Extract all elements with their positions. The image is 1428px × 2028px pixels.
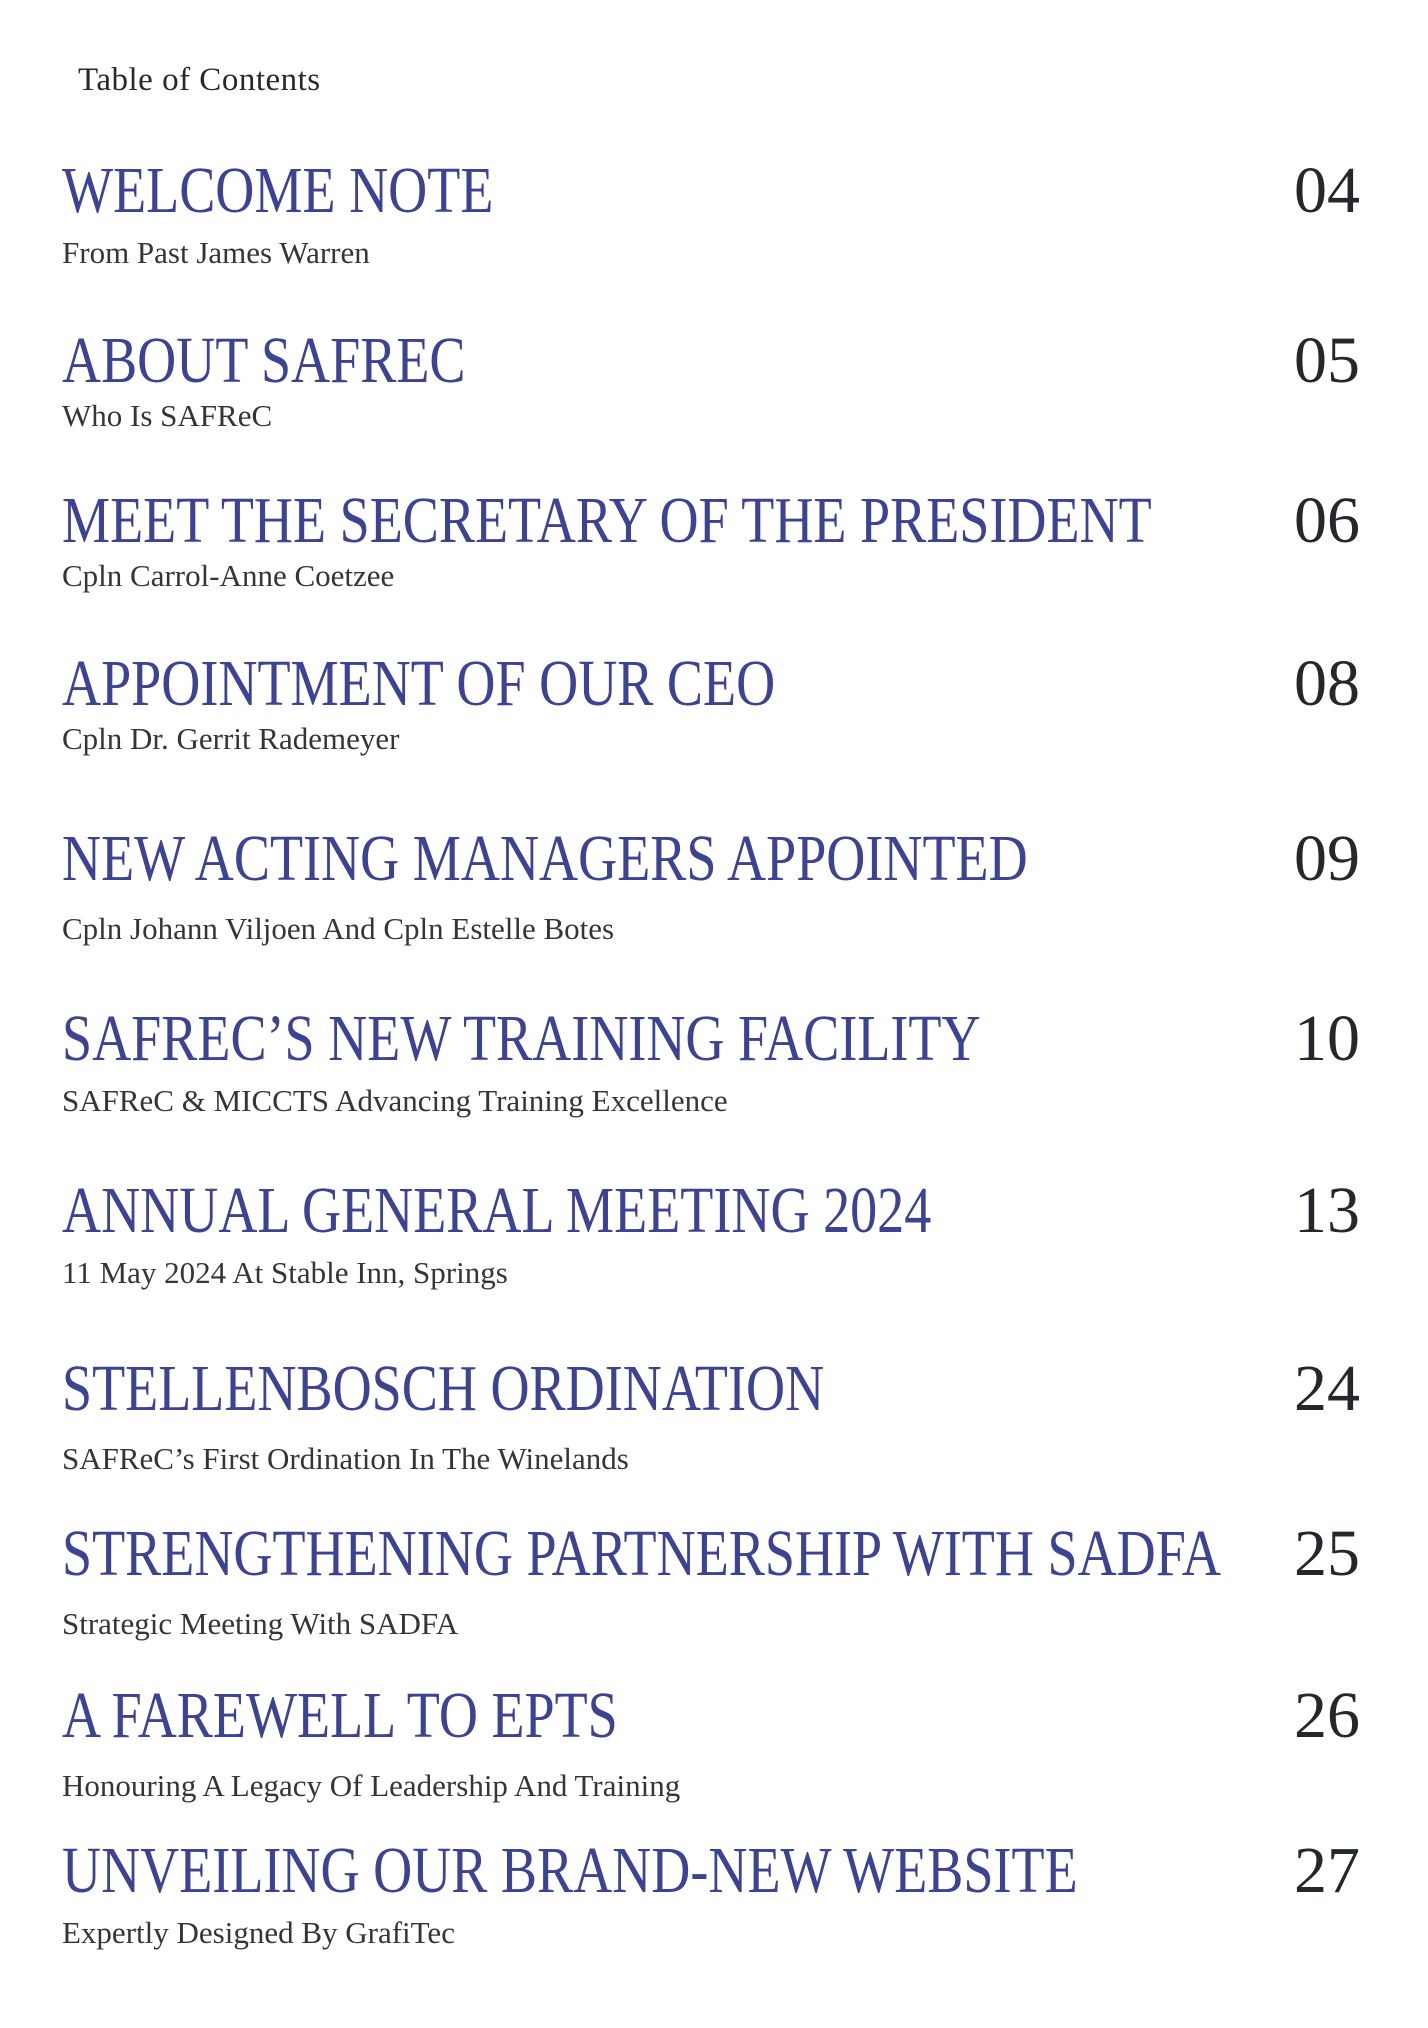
toc-entry-subtitle: Strategic Meeting With SADFA — [62, 1606, 459, 1641]
toc-entry-text: STELLENBOSCH ORDINATION SAFReC’s First O… — [62, 1356, 1270, 1477]
toc-entry-subtitle: Who Is SAFReC — [62, 398, 273, 433]
toc-entry-page-number: 13 — [1294, 1174, 1360, 1247]
toc-entry-page-number: 08 — [1294, 647, 1360, 720]
toc-entry-title: APPOINTMENT OF OUR CEO — [62, 647, 776, 720]
toc-entry: UNVEILING OUR BRAND-NEW WEBSITE Expertly… — [62, 1838, 1360, 1951]
toc-entry-title: SAFREC’S NEW TRAINING FACILITY — [62, 1002, 981, 1075]
toc-entry-subtitle: From Past James Warren — [62, 235, 370, 270]
toc-entry: SAFREC’S NEW TRAINING FACILITY SAFReC & … — [62, 1006, 1360, 1119]
toc-entry-subtitle: Honouring A Legacy Of Leadership And Tra… — [62, 1768, 681, 1803]
toc-entry-subtitle: Cpln Johann Viljoen And Cpln Estelle Bot… — [62, 911, 615, 946]
toc-entry-subtitle: Cpln Dr. Gerrit Rademeyer — [62, 721, 400, 756]
toc-entry-title: NEW ACTING MANAGERS APPOINTED — [62, 822, 1028, 895]
toc-entry-title: STRENGTHENING PARTNERSHIP WITH SADFA — [62, 1517, 1221, 1590]
toc-entry-page-number: 05 — [1294, 324, 1360, 397]
toc-entry-page-number: 06 — [1294, 484, 1360, 557]
toc-entry-title: A FAREWELL TO EPTS — [62, 1679, 618, 1752]
toc-entry-title: MEET THE SECRETARY OF THE PRESIDENT — [62, 484, 1152, 557]
toc-entry-subtitle: Cpln Carrol-Anne Coetzee — [62, 558, 395, 593]
toc-entry-subtitle: SAFReC’s First Ordination In The Winelan… — [62, 1441, 629, 1476]
toc-entry: STRENGTHENING PARTNERSHIP WITH SADFA Str… — [62, 1521, 1360, 1642]
page-title: Table of Contents — [78, 62, 321, 98]
toc-entry-title: WELCOME NOTE — [62, 154, 494, 227]
toc-entry: ABOUT SAFREC Who Is SAFReC 05 — [62, 328, 1360, 434]
toc-entry-page-number: 27 — [1294, 1834, 1360, 1907]
toc-entry-subtitle: 11 May 2024 At Stable Inn, Springs — [62, 1255, 508, 1290]
toc-entry-title: UNVEILING OUR BRAND-NEW WEBSITE — [62, 1834, 1078, 1907]
toc-entry-text: ANNUAL GENERAL MEETING 2024 11 May 2024 … — [62, 1178, 1270, 1291]
toc-entry-subtitle: SAFReC & MICCTS Advancing Training Excel… — [62, 1083, 728, 1118]
toc-entry: ANNUAL GENERAL MEETING 2024 11 May 2024 … — [62, 1178, 1360, 1291]
toc-entry: NEW ACTING MANAGERS APPOINTED Cpln Johan… — [62, 826, 1360, 947]
toc-entry-text: MEET THE SECRETARY OF THE PRESIDENT Cpln… — [62, 488, 1270, 594]
toc-entry-text: APPOINTMENT OF OUR CEO Cpln Dr. Gerrit R… — [62, 651, 1270, 757]
toc-entry: A FAREWELL TO EPTS Honouring A Legacy Of… — [62, 1683, 1360, 1804]
toc-entry-title: ABOUT SAFREC — [62, 324, 466, 397]
toc-entry: WELCOME NOTE From Past James Warren 04 — [62, 158, 1360, 271]
toc-entry: STELLENBOSCH ORDINATION SAFReC’s First O… — [62, 1356, 1360, 1477]
toc-entry-title: ANNUAL GENERAL MEETING 2024 — [62, 1174, 932, 1247]
toc-entry-page-number: 24 — [1294, 1352, 1360, 1425]
toc-entry: APPOINTMENT OF OUR CEO Cpln Dr. Gerrit R… — [62, 651, 1360, 757]
toc-entry-text: UNVEILING OUR BRAND-NEW WEBSITE Expertly… — [62, 1838, 1270, 1951]
toc-entry-page-number: 26 — [1294, 1679, 1360, 1752]
toc-entry-page-number: 09 — [1294, 822, 1360, 895]
toc-entry-subtitle: Expertly Designed By GrafiTec — [62, 1915, 455, 1950]
toc-entry-text: ABOUT SAFREC Who Is SAFReC — [62, 328, 1270, 434]
toc-entry-text: WELCOME NOTE From Past James Warren — [62, 158, 1270, 271]
toc-entry-text: STRENGTHENING PARTNERSHIP WITH SADFA Str… — [62, 1521, 1270, 1642]
toc-entry-text: A FAREWELL TO EPTS Honouring A Legacy Of… — [62, 1683, 1270, 1804]
toc-entry-page-number: 25 — [1294, 1517, 1360, 1590]
toc-entry: MEET THE SECRETARY OF THE PRESIDENT Cpln… — [62, 488, 1360, 594]
toc-entry-text: NEW ACTING MANAGERS APPOINTED Cpln Johan… — [62, 826, 1270, 947]
toc-entry-text: SAFREC’S NEW TRAINING FACILITY SAFReC & … — [62, 1006, 1270, 1119]
toc-entry-page-number: 04 — [1294, 154, 1360, 227]
toc-entry-title: STELLENBOSCH ORDINATION — [62, 1352, 825, 1425]
toc-entry-page-number: 10 — [1294, 1002, 1360, 1075]
